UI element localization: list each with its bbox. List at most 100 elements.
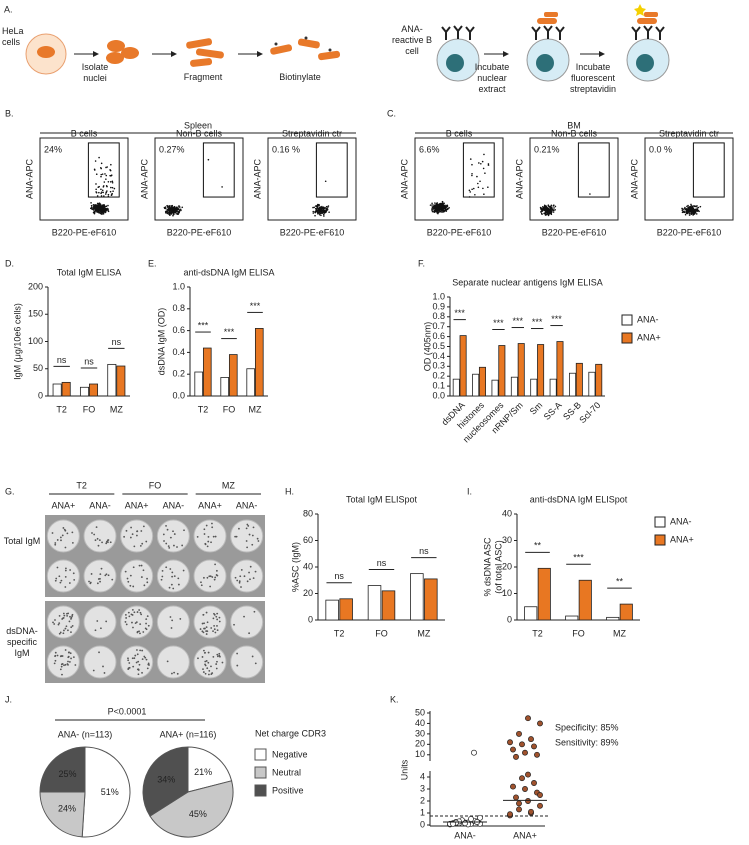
significance: *** [250,301,261,311]
y-tick-label: 0.1 [432,380,445,390]
flow-event [694,205,696,208]
spot [212,630,214,633]
flow-event [692,214,694,216]
spot [67,651,70,654]
point [531,743,537,750]
flow-event [471,174,473,177]
y-tick-label: 30 [415,728,425,738]
flow-event [90,207,93,209]
flow-event [109,174,111,177]
spot [139,623,142,626]
spot [128,662,131,664]
spot [252,526,255,529]
spot [202,671,205,673]
flow-event [692,207,694,209]
flow-event [434,202,436,204]
spot [171,571,174,574]
spot [71,541,74,544]
spot [64,575,67,578]
flow-event [101,189,104,192]
column-label: ANA+ [125,500,149,510]
flow-event [435,202,438,205]
spot [203,622,206,625]
spot [201,622,204,625]
spot [58,622,61,625]
group-label: FO [149,480,162,490]
y-tick-label: 0.7 [432,321,445,331]
point [534,751,540,758]
spot [67,660,69,663]
spot [204,660,207,663]
flow-event [95,173,98,175]
spot [64,586,67,588]
point [525,798,531,804]
spot [256,537,259,540]
panel-label: J. [5,694,12,704]
flow-event [177,210,180,213]
spot [145,618,148,621]
x-tick-label: T2 [334,628,345,638]
flow-event [102,191,104,194]
bar [202,347,212,397]
spot [139,632,141,635]
spot [54,659,57,662]
flow-event [105,166,107,169]
flow-event [553,207,555,209]
x-tick-label: ANA- [454,830,476,840]
spot [54,543,57,546]
flow-event [544,206,546,209]
bar [325,599,339,621]
well [156,519,190,553]
spot [67,656,70,659]
well [83,519,117,553]
y-axis-label: Units [399,759,409,780]
y-axis-label: %ASC (IgM) [290,542,300,592]
spot [139,544,142,547]
b-cell-labelled [626,4,670,82]
flow-event [681,209,684,212]
legend-label: Positive [272,785,304,795]
bar [79,386,89,397]
spot [94,629,97,632]
flow-event [93,168,96,171]
flow-event [685,208,688,211]
spot [203,651,206,654]
flow-event [96,208,98,210]
y-tick-label: 40 [502,508,512,518]
flow-event [441,200,444,203]
y-tick-label: 0.4 [432,351,445,361]
y-axis-label: IgM (μg/10e6 cells) [12,303,22,380]
annotation: P<0.0001 [108,706,147,716]
y-tick-label: 0.0 [432,390,445,400]
spot [58,614,61,617]
x-tick-label: T2 [532,628,543,638]
spot [60,665,63,668]
flow-event [431,202,433,205]
spot [141,658,144,661]
gate-percent: 24% [44,144,62,154]
spot [51,532,54,534]
flow-event [690,212,693,215]
spot [68,620,71,623]
flow-event [327,205,330,207]
flow-event [110,186,112,189]
spot [98,539,101,542]
spot [111,578,114,581]
spot [218,654,221,657]
flow-event [100,167,103,170]
flow-event [172,213,175,215]
flow-event [483,153,485,156]
spot [140,564,143,567]
bar [595,363,603,397]
spot [205,660,208,662]
flow-event [312,212,315,214]
flow-event [323,209,325,212]
flow-event [324,180,327,183]
spot [207,540,210,543]
bar [491,379,499,397]
flow-event [172,206,174,209]
flow-event [690,210,693,212]
spot [206,667,209,670]
flow-event [441,205,443,208]
flow-event [691,211,694,213]
